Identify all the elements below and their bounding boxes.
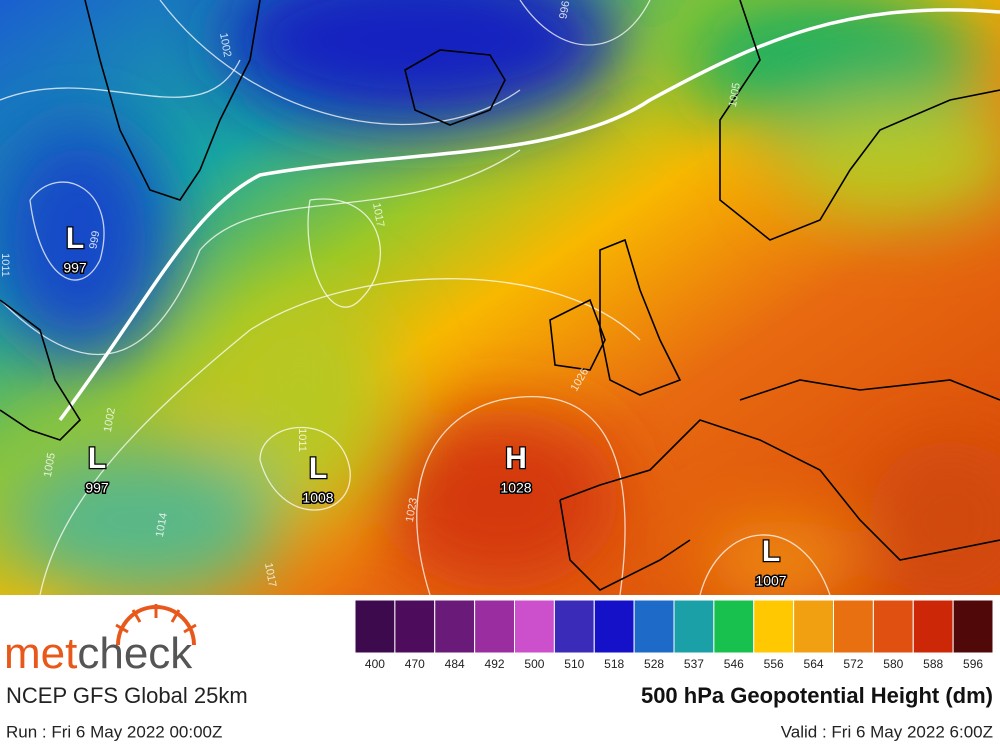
legend-swatch: [633, 599, 675, 654]
legend-swatch: [833, 599, 874, 654]
isobar-label: 996: [557, 0, 572, 20]
legend-label: 537: [684, 657, 704, 671]
map-title: 500 hPa Geopotential Height (dm): [641, 683, 993, 708]
isobar-label: 1005: [42, 452, 58, 478]
isobar-label: 1002: [102, 407, 118, 433]
pressure-value: 1007: [755, 573, 786, 589]
pressure-value: 997: [85, 480, 109, 496]
pressure-value: 1028: [500, 480, 531, 496]
legend-label: 546: [724, 657, 744, 671]
legend-swatch: [793, 599, 834, 654]
isobar-label: 1011: [0, 253, 11, 277]
isobar-label: 1017: [262, 562, 278, 588]
pressure-symbol: H: [505, 442, 527, 475]
logo-icon: [115, 604, 197, 646]
legend-label: 588: [923, 657, 943, 671]
legend-swatch: [872, 599, 914, 654]
brand: metcheck: [4, 629, 193, 678]
legend-swatch: [713, 599, 755, 654]
legend-label: 500: [524, 657, 544, 671]
color-legend: 400 470 484 492 500 510 518 528 537 546 556 564 572 5…: [354, 599, 994, 671]
run-time: Run : Fri 6 May 2022 00:00Z: [6, 722, 222, 741]
brand-part: check: [77, 629, 193, 678]
legend-label: 528: [644, 657, 664, 671]
legend-swatch: [952, 599, 994, 654]
model: NCEP GFS Global 25km: [6, 683, 248, 708]
pressure-centers: L 997 L 997 L 1008 H 1028 L 1007: [62, 221, 788, 591]
legend-label: 556: [764, 657, 784, 671]
legend-label: 564: [804, 657, 824, 671]
pressure-symbol: L: [88, 442, 106, 475]
pressure-value: 997: [63, 260, 87, 276]
legend-label: 510: [564, 657, 584, 671]
legend-swatch: [394, 599, 436, 654]
legend-swatch: [553, 599, 595, 654]
legend-swatch: [753, 599, 795, 654]
isobar-label: 1005: [727, 82, 743, 108]
legend-swatch: [593, 599, 635, 654]
legend-label: 580: [883, 657, 903, 671]
pressure-symbol: L: [762, 535, 780, 568]
legend-swatch: [912, 599, 954, 654]
legend-swatch: [354, 599, 396, 654]
legend-label: 400: [365, 657, 385, 671]
valid-time: Valid : Fri 6 May 2022 6:00Z: [781, 722, 993, 741]
isobar-label: 1011: [296, 428, 308, 452]
legend-swatch: [673, 599, 715, 654]
isobar-label: 1023: [404, 497, 420, 523]
isobar-labels: 1002996100599910111017101110261023101410…: [0, 0, 743, 588]
pressure-value: 1008: [302, 490, 333, 506]
isobar-label: 999: [87, 230, 102, 250]
isobar-label: 1002: [217, 32, 233, 58]
brand-part: met: [4, 629, 77, 678]
legend-swatch: [474, 599, 515, 654]
isobar-label: 1014: [154, 512, 170, 538]
legend-label: 572: [843, 657, 863, 671]
legend-label: 470: [405, 657, 425, 671]
legend-label: 518: [604, 657, 624, 671]
legend-label: 596: [963, 657, 983, 671]
legend-swatch: [514, 599, 555, 654]
legend-swatch: [434, 599, 476, 654]
pressure-symbol: L: [66, 222, 84, 255]
legend-label: 492: [485, 657, 505, 671]
isobar-label: 1017: [370, 202, 386, 228]
map: 1002996100599910111017101110261023101410…: [0, 0, 1000, 595]
pressure-symbol: L: [309, 452, 327, 485]
legend-label: 484: [445, 657, 465, 671]
